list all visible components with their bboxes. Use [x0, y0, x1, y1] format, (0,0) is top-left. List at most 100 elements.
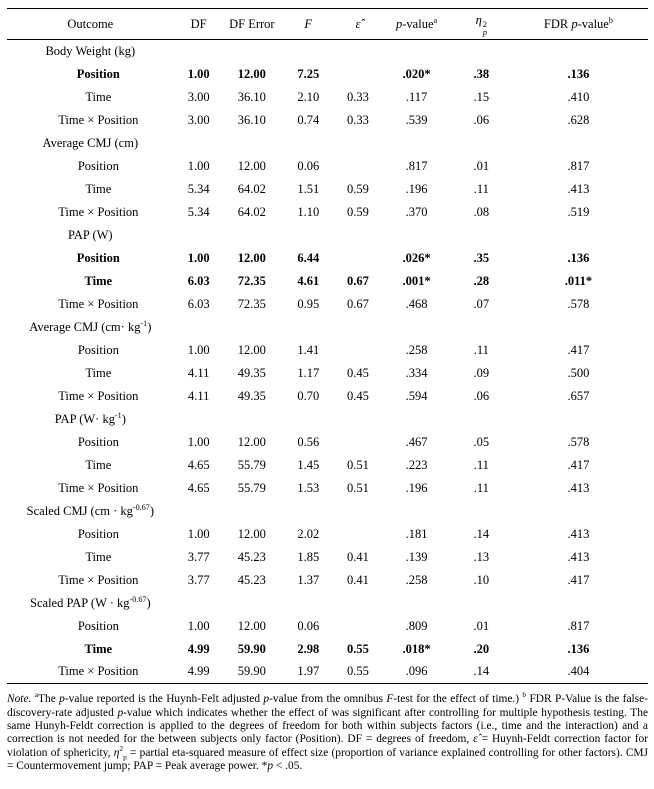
- cell-df-error: 64.02: [237, 204, 266, 219]
- cell-eps: [336, 155, 379, 178]
- row-label: Time × Position: [58, 112, 139, 127]
- empty-cell: [509, 408, 648, 431]
- cell-df-error: 36.10: [237, 89, 266, 104]
- note-segment: < .05.: [273, 760, 303, 773]
- empty-cell: [174, 408, 224, 431]
- column-header-p-value: p-valuea: [379, 8, 454, 41]
- table-row: Time 5.34 64.02 1.51 0.59 .196 .11 .413: [7, 178, 648, 201]
- cell-df: 5.34: [187, 181, 210, 196]
- section-title: Scaled PAP (W · kg-0.67): [7, 592, 174, 615]
- row-label: Time: [85, 457, 112, 472]
- row-label: Time: [85, 89, 112, 104]
- row-label: Time × Position: [58, 572, 139, 587]
- cell-eps: 0.51: [346, 480, 369, 495]
- cell-p: .223: [405, 457, 428, 472]
- cell-f: 1.97: [297, 664, 320, 679]
- empty-cell: [174, 316, 224, 339]
- empty-cell: [509, 316, 648, 339]
- cell-p: .117: [405, 89, 428, 104]
- empty-cell: [336, 500, 379, 523]
- cell-df: 4.99: [187, 641, 210, 656]
- cell-df: 3.00: [187, 89, 210, 104]
- note-segment: ε̂: [473, 733, 478, 746]
- empty-cell: [336, 592, 379, 615]
- row-label: Time × Position: [58, 296, 139, 311]
- empty-cell: [280, 316, 336, 339]
- empty-cell: [174, 224, 224, 247]
- cell-df: 1.00: [187, 434, 210, 449]
- cell-df: 6.03: [187, 296, 210, 311]
- cell-f: 0.74: [297, 112, 320, 127]
- cell-fdr: .578: [567, 434, 590, 449]
- cell-p: .258: [405, 342, 428, 357]
- cell-df-error: 59.90: [237, 641, 266, 656]
- cell-eps: 0.55: [346, 641, 369, 656]
- cell-p: .096: [405, 664, 428, 679]
- row-label: Position: [77, 434, 119, 449]
- section-header-row: Scaled CMJ (cm · kg-0.67): [7, 500, 648, 523]
- cell-eps: 0.45: [346, 388, 369, 403]
- section-header-row: Body Weight (kg): [7, 40, 648, 63]
- cell-p: .809: [405, 618, 428, 633]
- cell-fdr: .410: [567, 89, 590, 104]
- p-value-footnote-marker: a: [433, 15, 438, 25]
- cell-f: 6.44: [297, 250, 320, 265]
- cell-df-error: 12.00: [237, 526, 266, 541]
- cell-df-error: 45.23: [237, 572, 266, 587]
- cell-fdr: .136: [567, 641, 590, 656]
- cell-eps: 0.33: [346, 89, 369, 104]
- cell-f: 0.06: [297, 618, 320, 633]
- cell-p: .467: [405, 434, 428, 449]
- cell-fdr: .500: [567, 365, 590, 380]
- empty-cell: [454, 408, 509, 431]
- cell-df: 4.11: [187, 365, 210, 380]
- cell-eta: .11: [473, 480, 489, 495]
- empty-cell: [379, 132, 453, 155]
- row-label: Time: [85, 365, 112, 380]
- empty-cell: [280, 500, 336, 523]
- cell-fdr: .011*: [564, 273, 593, 288]
- cell-fdr: .628: [567, 112, 590, 127]
- cell-f: 0.95: [297, 296, 320, 311]
- note-segment: FDR P-Value is the false-discovery-rate …: [7, 693, 648, 719]
- table-row: Time × Position 3.00 36.10 0.74 0.33 .539 .06.…: [7, 109, 648, 132]
- cell-eta: .06: [473, 112, 490, 127]
- cell-f: 0.06: [297, 158, 320, 173]
- empty-cell: [454, 132, 509, 155]
- table-row: Time 6.03 72.35 4.61 0.67 .001* .28 .011*: [7, 270, 648, 293]
- empty-cell: [224, 132, 280, 155]
- cell-fdr: .136: [567, 66, 590, 81]
- cell-p: .196: [405, 181, 428, 196]
- cell-df-error: 59.90: [237, 664, 266, 679]
- cell-f: 0.70: [297, 388, 320, 403]
- cell-df: 1.00: [187, 342, 210, 357]
- cell-eta: .10: [473, 572, 490, 587]
- cell-eps: [336, 431, 379, 454]
- cell-eps: 0.41: [346, 549, 369, 564]
- empty-cell: [336, 40, 379, 63]
- cell-df-error: 12.00: [237, 342, 266, 357]
- cell-eps: 0.51: [346, 457, 369, 472]
- section-title-text: Average CMJ (cm· kg: [29, 319, 141, 334]
- table-row: Time × Position 6.03 72.35 0.95 0.67 .468 .07.…: [7, 293, 648, 316]
- cell-eta: .13: [473, 549, 490, 564]
- cell-eps: [336, 339, 379, 362]
- cell-fdr: .417: [567, 342, 590, 357]
- cell-fdr: .417: [567, 457, 590, 472]
- table-row: Time 4.11 49.35 1.17 0.45 .334 .09 .500: [7, 362, 648, 385]
- section-title-exponent: -1: [114, 410, 122, 420]
- cell-f: 2.02: [297, 526, 320, 541]
- cell-eta: .38: [473, 66, 490, 81]
- empty-cell: [336, 408, 379, 431]
- fdr-p-label-rest: -value: [577, 17, 609, 32]
- empty-cell: [454, 224, 509, 247]
- cell-df-error: 49.35: [237, 388, 266, 403]
- eta-exponent: 2: [482, 19, 488, 29]
- cell-p: .196: [405, 480, 428, 495]
- empty-cell: [280, 592, 336, 615]
- cell-fdr: .413: [567, 181, 590, 196]
- section-title-text: Average CMJ (cm): [42, 135, 139, 150]
- empty-cell: [454, 40, 509, 63]
